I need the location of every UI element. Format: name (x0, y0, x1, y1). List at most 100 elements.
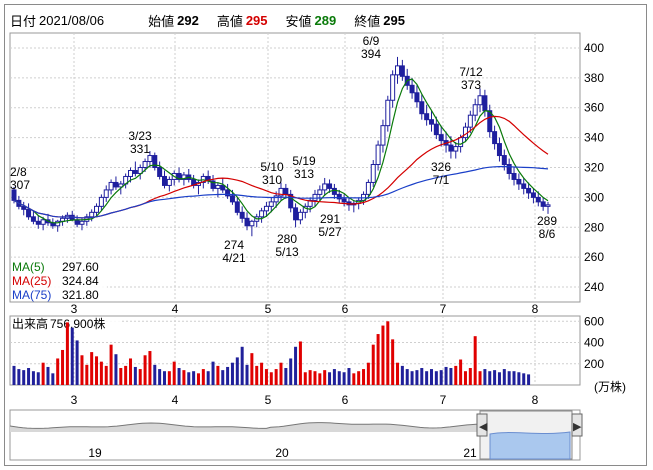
candle-body (336, 193, 342, 200)
overview-x-tick: 20 (275, 446, 289, 460)
volume-bar (313, 371, 317, 385)
volume-title: 出来高 (12, 316, 48, 331)
candle-body (35, 220, 41, 225)
candle-body (540, 201, 546, 207)
candle-body (293, 207, 299, 221)
candle-body (142, 161, 148, 168)
volume-bar (27, 368, 31, 385)
candle-body (535, 196, 541, 203)
volume-bar (463, 371, 467, 385)
price-y-tick: 340 (584, 131, 604, 145)
volume-bar (250, 353, 254, 385)
annotation-value: 280 (277, 232, 297, 246)
candle-body (409, 84, 415, 94)
chart-frame (4, 4, 647, 466)
volume-bar (493, 370, 497, 385)
candle-body (433, 123, 439, 136)
annotation-value: 373 (461, 78, 481, 92)
overview-right-handle[interactable] (571, 413, 583, 437)
candle-body (477, 95, 483, 106)
volume-x-tick: 8 (532, 393, 539, 407)
volume-bar (308, 370, 312, 385)
candle-body (278, 187, 284, 197)
overview-x-tick: 19 (88, 446, 102, 460)
volume-bar (347, 368, 351, 385)
annotation-value: 291 (320, 212, 340, 226)
volume-bar (109, 344, 113, 385)
candle-body (147, 155, 153, 163)
candle-body (487, 110, 493, 133)
overview-left-handle-icon: ◀ (479, 421, 488, 433)
volume-bar (17, 369, 21, 385)
volume-x-tick: 6 (342, 393, 349, 407)
annotation-date: 6/9 (363, 34, 380, 48)
volume-bar (70, 327, 74, 385)
annotation-value: 274 (224, 238, 244, 252)
legend-name: MA(25) (12, 274, 51, 288)
volume-bar (425, 371, 429, 385)
price-y-tick: 300 (584, 190, 604, 204)
candle-body (458, 137, 464, 148)
annotation-value: 313 (294, 167, 314, 181)
volume-bar (449, 368, 453, 385)
volume-bar (148, 351, 152, 385)
candle-body (467, 114, 473, 128)
candle-body (113, 181, 119, 188)
candle-body (496, 143, 502, 157)
date-value: 2021/08/06 (39, 12, 105, 28)
volume-bar (522, 373, 526, 385)
annotation-value: 394 (361, 47, 381, 61)
candle-body (220, 184, 226, 191)
volume-bar (400, 365, 404, 385)
candle-body (492, 131, 498, 145)
overview-left-handle[interactable] (476, 413, 488, 437)
candle-body (288, 193, 294, 209)
candle-body (385, 99, 391, 127)
candle-body (312, 193, 318, 201)
volume-bar (75, 340, 79, 385)
close-value: 295 (383, 12, 405, 28)
price-x-tick: 5 (265, 302, 272, 316)
candle-body (482, 95, 488, 112)
volume-bar (31, 371, 35, 385)
annotation-date: 7/1 (433, 173, 450, 187)
candle-body (453, 146, 459, 152)
volume-bar (303, 372, 307, 385)
ma5-line (13, 78, 549, 224)
candle-body (322, 183, 328, 191)
volume-bar (396, 362, 400, 385)
volume-bar (274, 369, 278, 385)
candle-body (137, 167, 143, 174)
volume-bar (187, 372, 191, 385)
volume-bar (269, 372, 273, 385)
volume-bar (405, 369, 409, 385)
volume-bar (318, 373, 322, 385)
candle-body (234, 201, 240, 213)
volume-bar (381, 325, 385, 385)
candle-body (530, 192, 536, 198)
price-x-tick: 6 (342, 302, 349, 316)
price-x-tick: 3 (71, 302, 78, 316)
volume-bar (114, 354, 118, 385)
volume-bar (473, 336, 477, 385)
ma75-line (13, 165, 549, 219)
candle-body (215, 184, 221, 189)
volume-bar (61, 349, 65, 385)
candle-body (244, 217, 250, 227)
price-x-tick: 4 (172, 302, 179, 316)
volume-unit: (万株) (594, 379, 626, 394)
annotation-date: 4/21 (222, 251, 246, 265)
price-y-tick: 240 (584, 280, 604, 294)
candle-body (263, 205, 269, 212)
legend-value: 321.80 (62, 288, 99, 302)
volume-bar (337, 371, 341, 385)
candle-body (380, 125, 386, 146)
volume-bar (192, 371, 196, 385)
candle-body (448, 144, 454, 152)
candle-body (152, 155, 158, 169)
annotation-value: 289 (537, 214, 557, 228)
volume-bar (206, 371, 210, 385)
volume-bar (65, 322, 69, 385)
candle-body (210, 180, 216, 189)
